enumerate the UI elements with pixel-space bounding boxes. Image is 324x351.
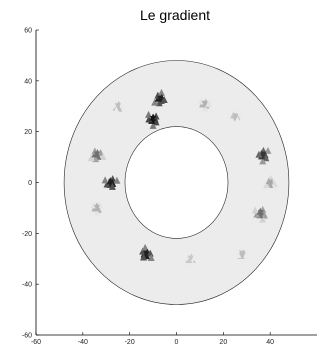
hotspot bbox=[196, 93, 213, 113]
hotspot bbox=[255, 146, 272, 165]
mesh-cell bbox=[234, 251, 242, 259]
gradient-hotspots bbox=[87, 88, 278, 269]
mesh-cell bbox=[99, 204, 107, 212]
mesh-cell bbox=[183, 253, 191, 261]
mesh-cell bbox=[255, 150, 263, 158]
mesh-cell bbox=[263, 181, 271, 189]
mesh-cell bbox=[236, 109, 244, 117]
mesh-cell-core bbox=[260, 151, 267, 158]
hotspot bbox=[145, 110, 160, 129]
mesh-cell bbox=[251, 206, 259, 214]
mesh-cell bbox=[234, 116, 242, 124]
mesh-cell bbox=[93, 208, 101, 216]
mesh-cell bbox=[87, 154, 95, 162]
mesh-cell bbox=[190, 253, 198, 261]
inner-boundary bbox=[124, 126, 229, 239]
mesh-cell bbox=[111, 96, 119, 104]
hotspot bbox=[260, 174, 278, 192]
hotspot bbox=[225, 108, 244, 124]
mesh-cell-core bbox=[239, 250, 246, 257]
hotspot bbox=[139, 243, 155, 262]
mesh-cell-core bbox=[201, 100, 208, 107]
outer-boundary bbox=[63, 60, 290, 305]
mesh-cell bbox=[270, 184, 278, 192]
mesh-cell bbox=[101, 176, 109, 184]
mesh-cell bbox=[201, 104, 209, 112]
y-tick-label: 60 bbox=[24, 28, 32, 35]
mesh-cell bbox=[149, 121, 157, 129]
x-tick-label: -60 bbox=[31, 339, 41, 346]
mesh-cell-core bbox=[93, 151, 100, 158]
mesh-cell bbox=[140, 253, 148, 261]
hotspot bbox=[234, 244, 250, 264]
mesh-cell bbox=[242, 244, 250, 252]
mesh-cell bbox=[141, 243, 149, 251]
annulus-field bbox=[63, 60, 290, 305]
mesh-cell bbox=[262, 154, 270, 162]
x-tick-label: 0 bbox=[175, 339, 179, 346]
mesh-cell bbox=[120, 105, 128, 113]
mesh-cell bbox=[270, 179, 278, 187]
y-tick-label: 20 bbox=[24, 129, 32, 136]
mesh-cell bbox=[259, 157, 267, 165]
chart-title: Le gradient bbox=[140, 7, 210, 23]
mesh-cell bbox=[113, 176, 121, 184]
mesh-cell bbox=[264, 146, 272, 154]
mesh-cell bbox=[260, 177, 268, 185]
x-tick-label: -20 bbox=[125, 339, 135, 346]
y-tick-label: 40 bbox=[24, 78, 32, 85]
mesh-cell-core bbox=[150, 115, 157, 122]
mesh-cell-core bbox=[93, 204, 100, 211]
hotspot bbox=[110, 96, 128, 114]
mesh-cell bbox=[184, 261, 192, 269]
mesh-cell bbox=[112, 106, 120, 114]
mesh-cell bbox=[160, 96, 168, 104]
hotspot bbox=[87, 147, 107, 163]
mesh-cell-core bbox=[107, 179, 114, 186]
mesh-cell-core bbox=[114, 103, 121, 110]
mesh-cell bbox=[145, 115, 153, 123]
mesh-cell bbox=[108, 182, 116, 190]
hotspot bbox=[88, 201, 107, 216]
hotspot bbox=[183, 249, 198, 269]
mesh-cell bbox=[157, 88, 165, 96]
mesh-cell bbox=[88, 208, 96, 216]
mesh-cell bbox=[239, 256, 247, 264]
mesh-cell-core bbox=[257, 210, 264, 216]
x-tick-label: 20 bbox=[219, 339, 227, 346]
x-tick-label: 40 bbox=[266, 339, 274, 346]
y-tick-label: -60 bbox=[22, 333, 32, 340]
mesh-cell bbox=[253, 210, 261, 218]
mesh-cell bbox=[151, 98, 159, 106]
mesh-cell bbox=[184, 249, 192, 257]
hotspot bbox=[251, 205, 268, 223]
mesh-cell bbox=[110, 101, 118, 109]
hotspot bbox=[151, 88, 168, 107]
mesh-cell bbox=[146, 249, 154, 257]
mesh-cell bbox=[196, 105, 204, 113]
mesh-cell-core bbox=[267, 179, 274, 186]
y-tick-label: 0 bbox=[28, 180, 32, 187]
tick-labels: -60 -40 -20 0 20 40 -60 -40 -20 0 20 40 60 bbox=[22, 28, 274, 347]
mesh-cell-core bbox=[232, 113, 239, 120]
x-tick-label: -40 bbox=[78, 339, 88, 346]
mesh-cell bbox=[225, 111, 233, 119]
mesh-cell bbox=[259, 215, 267, 223]
mesh-cell-core bbox=[157, 95, 164, 102]
mesh-cell bbox=[99, 152, 107, 160]
mesh-cell-core bbox=[143, 250, 150, 257]
mesh-cell bbox=[205, 99, 213, 107]
mesh-cell bbox=[147, 254, 155, 262]
y-tick-label: -20 bbox=[22, 231, 32, 238]
hotspot bbox=[101, 175, 121, 190]
y-tick-label: -40 bbox=[22, 282, 32, 289]
mesh-cell-core bbox=[187, 255, 194, 262]
